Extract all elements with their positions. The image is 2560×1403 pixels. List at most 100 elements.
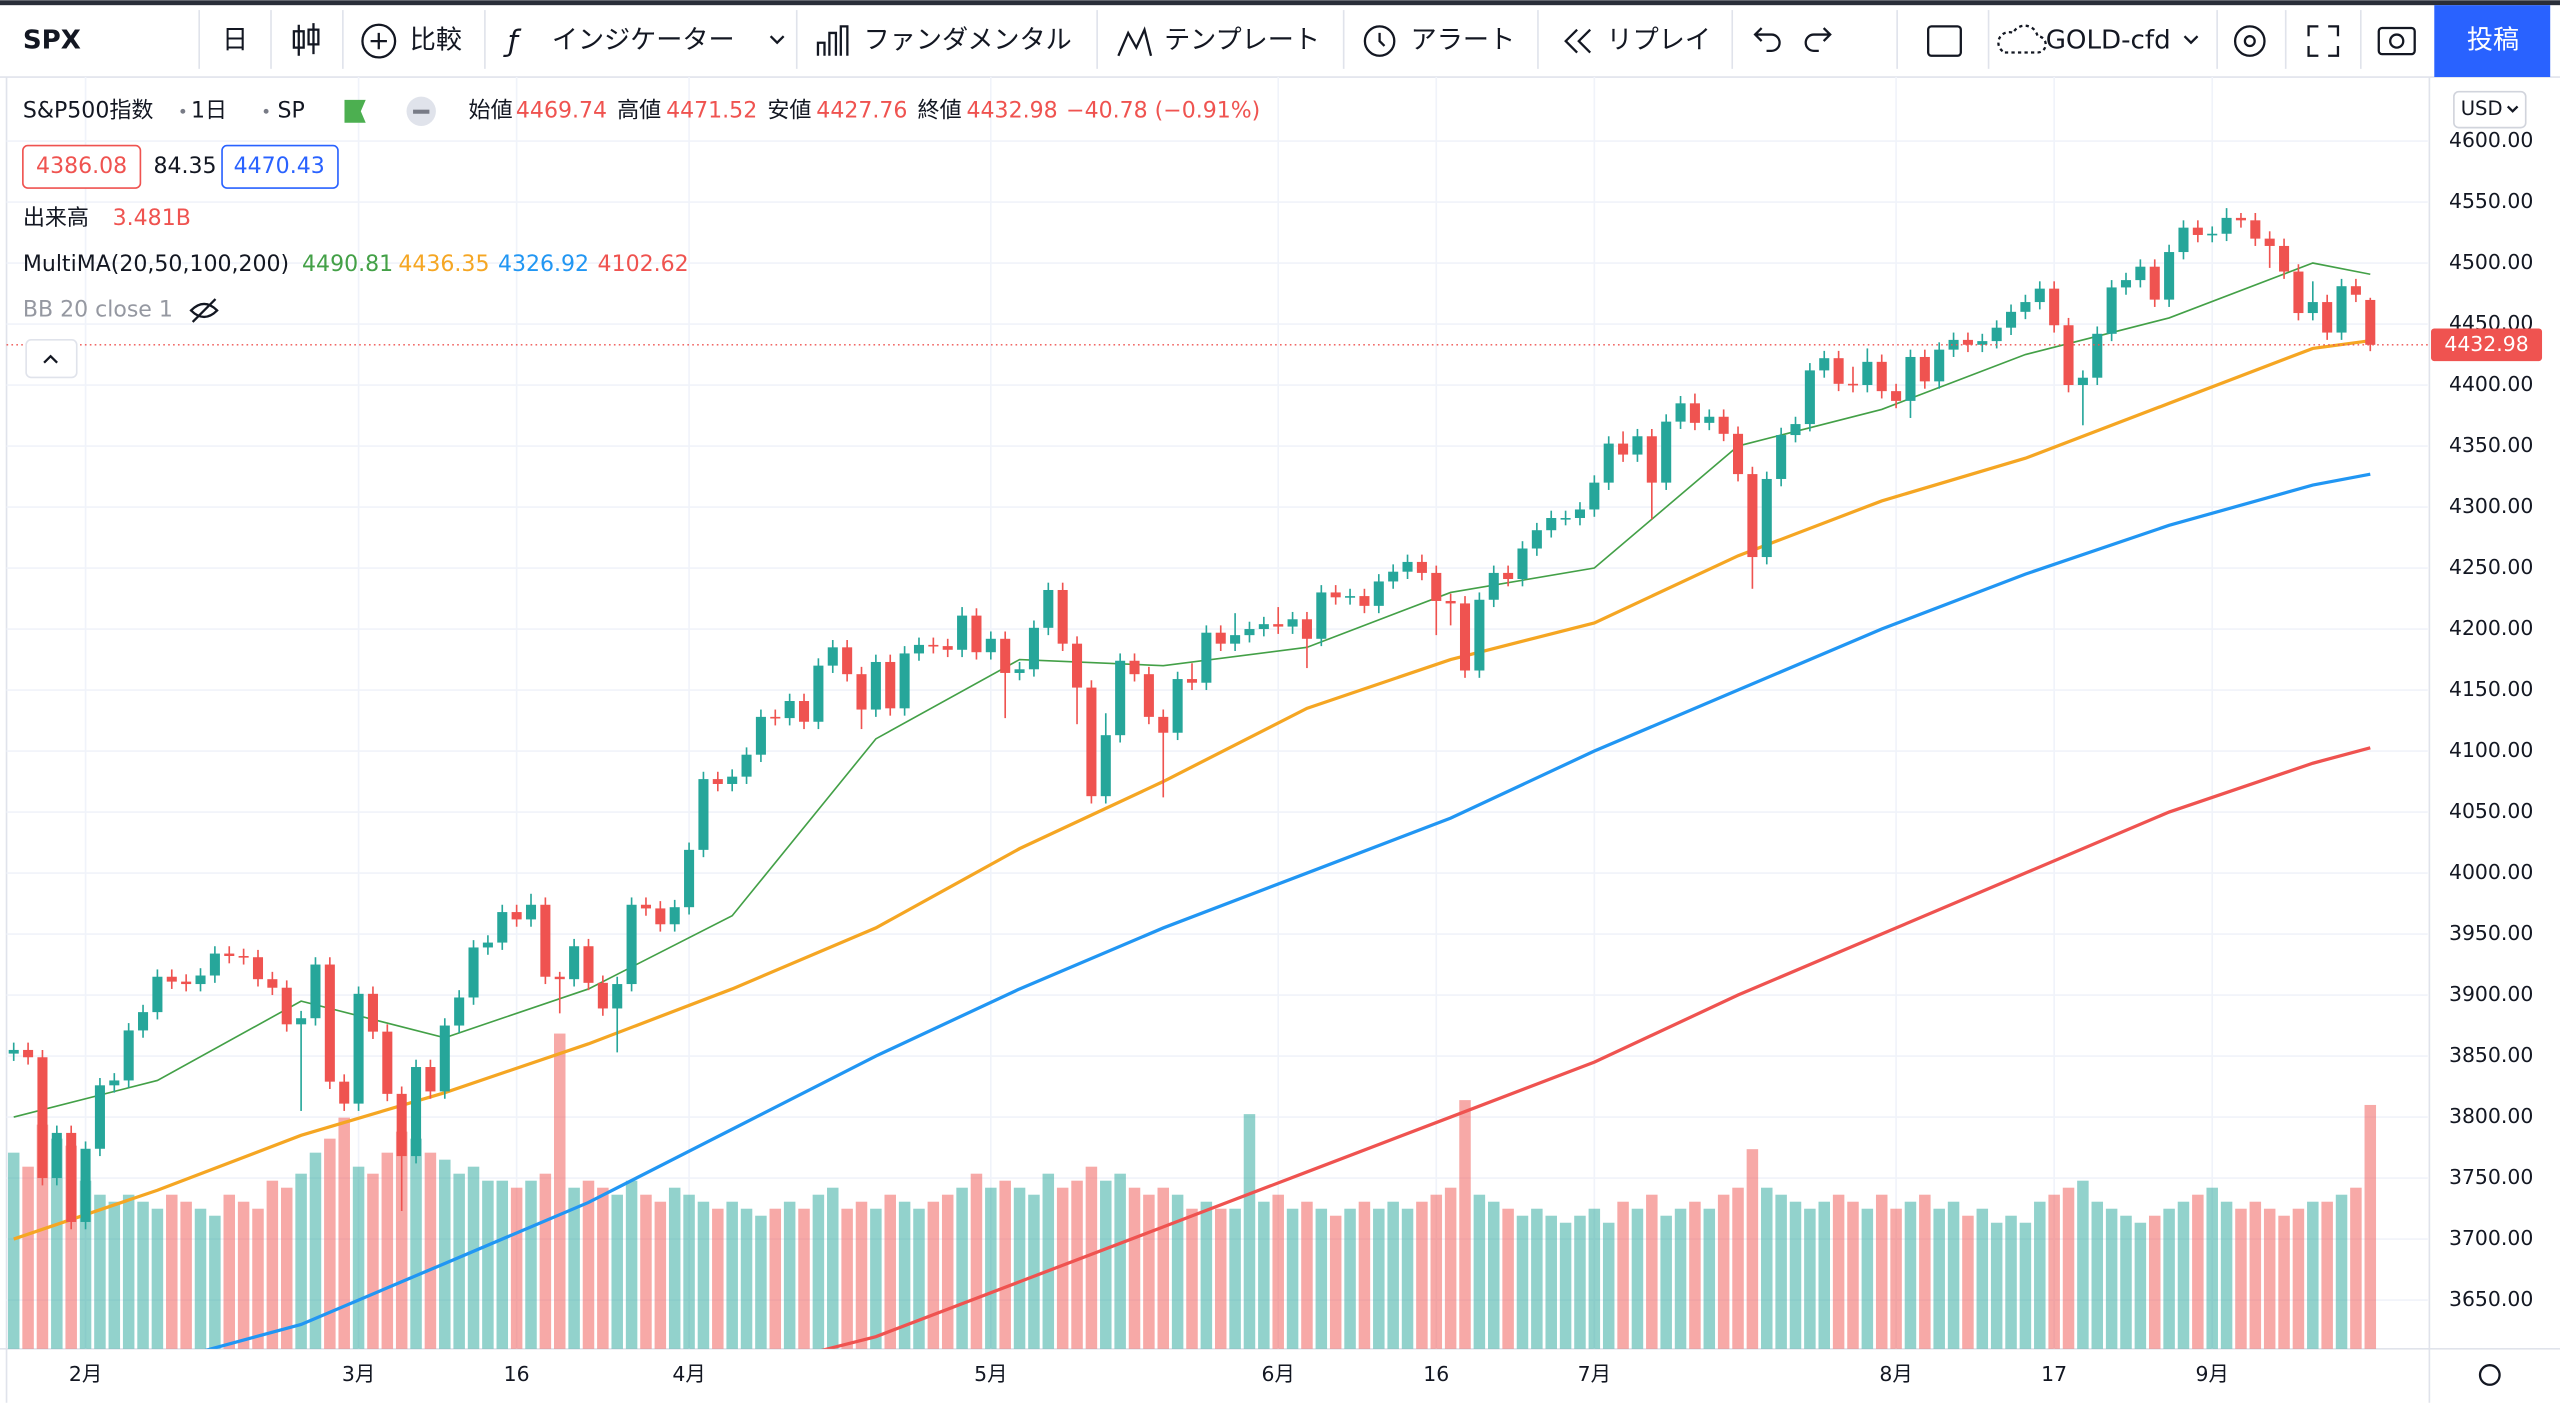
alert-icon[interactable]	[1363, 25, 1396, 57]
publish-button[interactable]	[2434, 5, 2551, 78]
fundamentals-button[interactable]: ファンダメンタル	[864, 26, 1072, 56]
candle-body	[1733, 433, 1744, 475]
volume-bar	[1933, 1208, 1945, 1349]
indicators-button[interactable]: インジケーター	[552, 26, 735, 56]
currency-button[interactable]	[2453, 90, 2527, 129]
volume-bar	[2077, 1180, 2089, 1349]
currency[interactable]: USD	[2461, 97, 2503, 120]
indicator-icon[interactable]: ƒ	[503, 24, 522, 58]
candle-body	[1301, 619, 1312, 639]
volume-bar	[2278, 1215, 2290, 1349]
y-tick-label: 3850.00	[2449, 1043, 2533, 1067]
candle-body	[66, 1132, 77, 1222]
candle-body	[827, 647, 838, 666]
publish-label[interactable]: 投稿	[2467, 26, 2519, 56]
x-tick-label: 4月	[672, 1362, 705, 1386]
candle-body	[209, 953, 220, 976]
redo-icon[interactable]	[1804, 27, 1832, 53]
templates-button[interactable]: テンプレート	[1164, 26, 1320, 56]
volume-bar	[2034, 1201, 2046, 1349]
replay-button[interactable]: リプレイ	[1607, 26, 1711, 56]
candle-body	[957, 615, 968, 650]
last-price-tag	[2431, 328, 2543, 362]
candle-body	[497, 912, 508, 943]
toolbar: SPX 日 比較 ƒ インジケーター ファンダメンタル テンプレート アラート …	[0, 5, 2560, 78]
candle-body	[856, 674, 867, 710]
ma-value: 4490.81	[302, 252, 393, 277]
candle-body	[698, 779, 709, 850]
alert-button[interactable]: アラート	[1411, 26, 1515, 56]
layout-name[interactable]: GOLD-cfd	[2046, 26, 2171, 56]
candle-body	[1431, 572, 1442, 601]
volume-bar	[1990, 1222, 2003, 1349]
compare-button[interactable]: 比較	[410, 26, 462, 56]
layout-icon[interactable]	[1927, 25, 1962, 57]
collapse-button[interactable]	[25, 339, 78, 379]
chart-type-icon[interactable]	[292, 23, 320, 56]
bid[interactable]: 4386.08	[36, 154, 127, 179]
candle-body	[1388, 571, 1399, 582]
fundamentals-icon[interactable]	[816, 25, 849, 56]
volume-bar	[410, 1138, 422, 1349]
screenshot-icon[interactable]	[2377, 26, 2416, 56]
candle-body	[310, 964, 321, 1019]
cloud-icon[interactable]	[1997, 24, 2047, 54]
volume-bar	[1732, 1187, 1744, 1349]
instrument-name: S&P500指数	[23, 98, 154, 123]
candle-body	[411, 1067, 422, 1157]
volume-bar	[309, 1152, 322, 1349]
bid-box[interactable]	[22, 144, 142, 189]
candle-body	[425, 1067, 436, 1092]
candle-body	[1086, 687, 1097, 797]
volume-bar	[51, 1138, 63, 1349]
volume-bar	[927, 1201, 940, 1349]
compare-icon[interactable]	[361, 23, 397, 59]
candle-body	[1833, 358, 1844, 384]
ma-value: 4102.62	[598, 252, 689, 277]
candle-body	[1589, 482, 1600, 510]
hidden-eye-icon[interactable]	[189, 298, 219, 323]
volume-bar	[1976, 1208, 1989, 1349]
candle-body	[1215, 632, 1226, 644]
candle-body	[267, 979, 278, 988]
candle-body	[2192, 227, 2203, 235]
volume-bar	[2235, 1208, 2247, 1349]
volume-bar	[151, 1208, 164, 1349]
volume-bar	[295, 1173, 307, 1349]
volume-bar	[122, 1194, 135, 1349]
settings-icon[interactable]	[2233, 25, 2266, 57]
volume-bar	[1373, 1208, 1385, 1349]
candle-body	[296, 1018, 307, 1025]
templates-icon[interactable]	[1117, 26, 1153, 57]
volume-bar	[1329, 1215, 1342, 1349]
volume-bar	[1861, 1208, 1874, 1349]
volume-bar	[1890, 1208, 1902, 1349]
volume-bar	[1689, 1201, 1701, 1349]
chevron[interactable]	[769, 35, 785, 45]
candle-body	[1905, 356, 1916, 401]
candle-body	[1258, 624, 1269, 630]
ask-box[interactable]	[221, 144, 339, 189]
volume-bar	[1243, 1114, 1256, 1349]
candle-body	[612, 984, 623, 1009]
interval-button[interactable]: 日	[222, 26, 248, 56]
volume-bar	[2292, 1208, 2305, 1349]
symbol[interactable]: SPX	[23, 26, 81, 56]
fullscreen-icon[interactable]	[2307, 25, 2340, 57]
volume-bar	[2091, 1201, 2104, 1349]
candle-body	[626, 904, 637, 985]
settings-icon[interactable]	[2478, 1364, 2501, 1386]
volume-bar	[1286, 1208, 1299, 1349]
volume-bar	[395, 1131, 408, 1349]
volume-bar	[597, 1187, 609, 1349]
volume-bar	[870, 1208, 882, 1349]
volume-bar	[654, 1201, 667, 1349]
chevron[interactable]	[2183, 35, 2199, 45]
volume-bar	[712, 1208, 724, 1349]
undo-icon[interactable]	[1753, 27, 1781, 53]
candle-body	[1143, 674, 1154, 717]
volume-bar	[237, 1201, 250, 1349]
ask[interactable]: 4470.43	[234, 154, 325, 179]
candle-body	[1948, 339, 1959, 350]
replay-icon[interactable]	[1564, 28, 1592, 54]
